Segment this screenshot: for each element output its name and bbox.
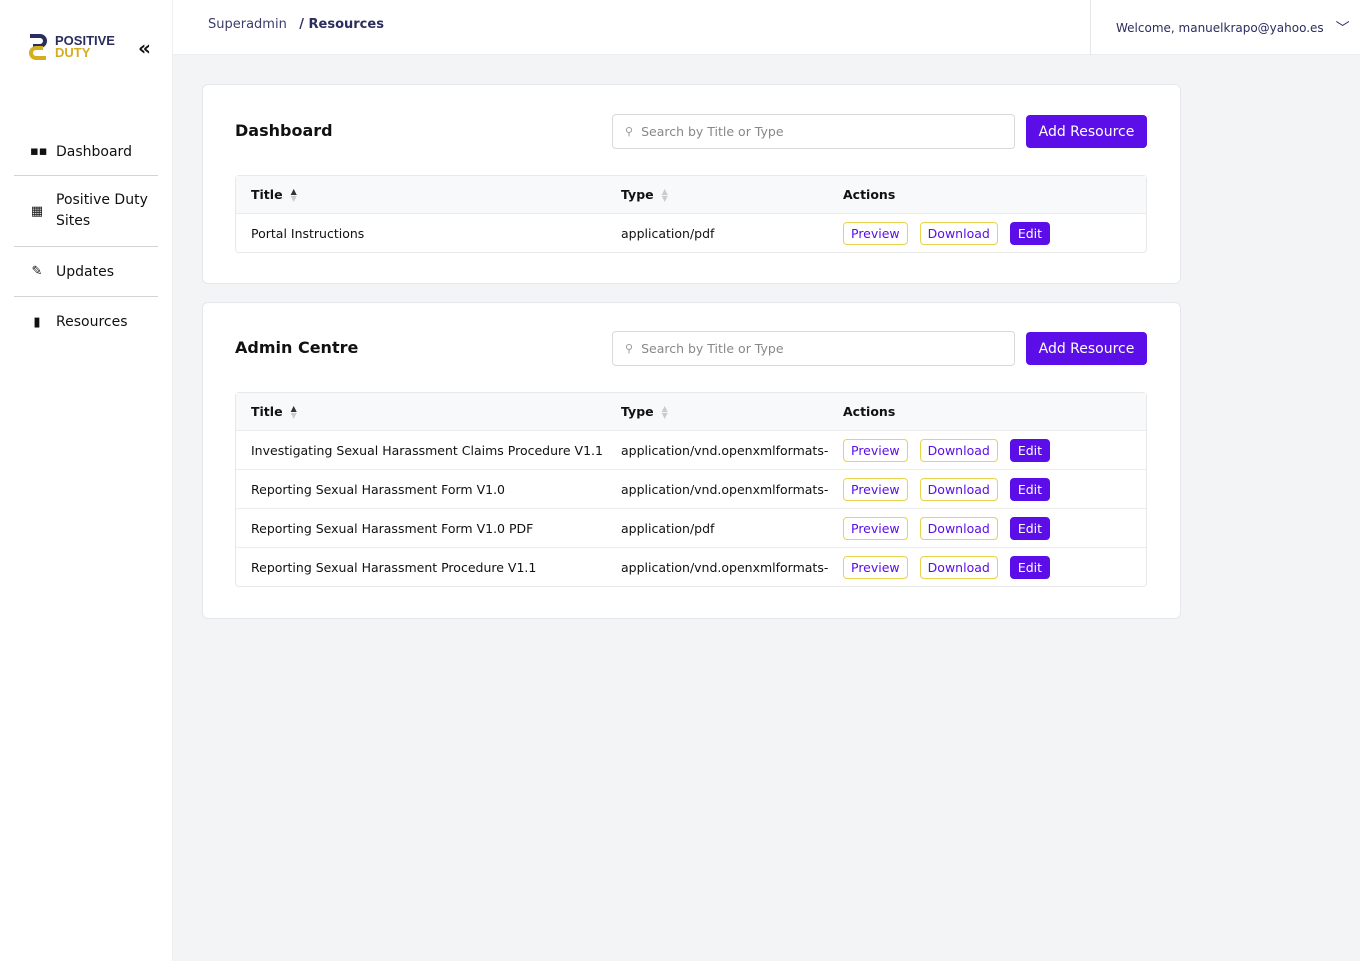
search-icon: ⚲ bbox=[625, 342, 634, 355]
logo-text-positive: POSITIVE bbox=[55, 33, 115, 48]
cell-title: Portal Instructions bbox=[251, 225, 365, 241]
section-title: Admin Centre bbox=[235, 338, 359, 357]
add-resource-button[interactable]: Add Resource bbox=[1026, 332, 1147, 365]
logo: POSITIVE DUTY bbox=[27, 33, 115, 61]
search-placeholder: Search by Title or Type bbox=[641, 124, 784, 139]
column-title[interactable]: Title ▲ ▼ bbox=[236, 404, 606, 420]
download-button[interactable]: Download bbox=[919, 516, 998, 540]
cell-type: application/vnd.openxmlformats-... bbox=[621, 559, 828, 575]
table-row: Reporting Sexual Harassment Procedure V1… bbox=[236, 547, 1146, 586]
sidebar-item-dashboard[interactable]: ▪▪ Dashboard bbox=[14, 128, 158, 176]
breadcrumb: Superadmin / Resources bbox=[208, 17, 384, 32]
cell-title: Reporting Sexual Harassment Form V1.0 bbox=[251, 481, 506, 497]
resources-table: Title ▲ ▼ Type ▲ ▼ Actions Investigating Sex… bbox=[235, 392, 1147, 587]
sidebar-item-positive-duty-sites[interactable]: ▦ Positive Duty Sites bbox=[14, 176, 158, 247]
cell-title: Reporting Sexual Harassment Procedure V1… bbox=[251, 559, 537, 575]
chevron-down-icon: ﹀ bbox=[1335, 20, 1350, 37]
sort-icon[interactable]: ▲ ▼ bbox=[661, 187, 668, 203]
table-row: Reporting Sexual Harassment Form V1.0 PD… bbox=[236, 508, 1146, 547]
sort-icon[interactable]: ▲ ▼ bbox=[290, 404, 297, 421]
sidebar-item-label: Dashboard bbox=[56, 143, 132, 160]
edit-button[interactable]: Edit bbox=[1009, 477, 1051, 501]
sidebar-nav: ▪▪ Dashboard ▦ Positive Duty Sites ✎ Update… bbox=[14, 128, 158, 347]
download-button[interactable]: Download bbox=[919, 477, 998, 501]
search-placeholder: Search by Title or Type bbox=[641, 341, 784, 356]
preview-button[interactable]: Preview bbox=[843, 477, 908, 501]
resources-table: Title ▲ ▼ Type ▲ ▼ Actions Portal Instructio… bbox=[235, 175, 1147, 253]
sidebar-item-label: Positive Duty Sites bbox=[56, 192, 148, 229]
section-title: Dashboard bbox=[235, 121, 333, 140]
breadcrumb-superadmin[interactable]: Superadmin bbox=[208, 17, 287, 32]
sidebar-item-label: Updates bbox=[56, 263, 114, 280]
column-type-label: Type bbox=[621, 186, 654, 202]
preview-button[interactable]: Preview bbox=[843, 555, 908, 579]
edit-button[interactable]: Edit bbox=[1009, 555, 1051, 579]
table-row: Reporting Sexual Harassment Form V1.0 ap… bbox=[236, 469, 1146, 508]
header: Superadmin / Resources Welcome, manuelkr… bbox=[173, 0, 1360, 55]
breadcrumb-resources: / Resources bbox=[299, 17, 384, 32]
logo-text-duty: DUTY bbox=[55, 45, 91, 60]
grid-icon: ▪▪ bbox=[30, 144, 48, 159]
search-input[interactable]: ⚲ Search by Title or Type bbox=[612, 114, 1015, 149]
download-button[interactable]: Download bbox=[919, 438, 998, 462]
preview-button[interactable]: Preview bbox=[843, 516, 908, 540]
column-actions: Actions bbox=[843, 404, 896, 419]
column-type[interactable]: Type ▲ ▼ bbox=[606, 404, 828, 420]
edit-button[interactable]: Edit bbox=[1009, 438, 1051, 462]
column-title-label: Title bbox=[251, 403, 283, 419]
column-actions: Actions bbox=[843, 187, 896, 202]
column-type[interactable]: Type ▲ ▼ bbox=[606, 187, 828, 203]
preview-button[interactable]: Preview bbox=[843, 438, 908, 462]
table-row: Investigating Sexual Harassment Claims P… bbox=[236, 430, 1146, 469]
sidebar-item-label: Resources bbox=[56, 314, 128, 330]
search-input[interactable]: ⚲ Search by Title or Type bbox=[612, 331, 1015, 366]
download-button[interactable]: Download bbox=[919, 221, 998, 245]
cell-title: Investigating Sexual Harassment Claims P… bbox=[251, 442, 603, 458]
document-icon: ▮ bbox=[33, 314, 41, 330]
sidebar-item-updates[interactable]: ✎ Updates bbox=[14, 247, 158, 297]
resource-section: Dashboard ⚲ Search by Title or Type Add R… bbox=[202, 84, 1181, 284]
add-resource-button[interactable]: Add Resource bbox=[1026, 115, 1147, 148]
cell-title: Reporting Sexual Harassment Form V1.0 PD… bbox=[251, 520, 534, 536]
sort-icon[interactable]: ▲ ▼ bbox=[661, 404, 668, 420]
download-button[interactable]: Download bbox=[919, 555, 998, 579]
sort-icon[interactable]: ▲ ▼ bbox=[290, 187, 297, 204]
logo-mark-icon bbox=[29, 34, 47, 60]
column-title[interactable]: Title ▲ ▼ bbox=[236, 187, 606, 203]
preview-button[interactable]: Preview bbox=[843, 221, 908, 245]
sidebar-item-resources[interactable]: ▮ Resources bbox=[14, 297, 158, 347]
search-icon: ⚲ bbox=[625, 125, 634, 138]
edit-button[interactable]: Edit bbox=[1009, 221, 1051, 245]
edit-button[interactable]: Edit bbox=[1009, 516, 1051, 540]
cell-type: application/pdf bbox=[621, 520, 715, 536]
cell-type: application/vnd.openxmlformats-... bbox=[621, 442, 828, 458]
sidebar: POSITIVE DUTY « ▪▪ Dashboard ▦ Positive Dut… bbox=[0, 0, 173, 961]
building-icon: ▦ bbox=[30, 203, 44, 219]
cell-type: application/vnd.openxmlformats-... bbox=[621, 481, 828, 497]
welcome-text: Welcome, manuelkrapo@yahoo.es bbox=[1116, 20, 1324, 35]
table-header: Title ▲ ▼ Type ▲ ▼ Actions bbox=[236, 176, 1146, 213]
resource-section: Admin Centre ⚲ Search by Title or Type Ad… bbox=[202, 302, 1181, 619]
table-row: Portal Instructions application/pdf Prev… bbox=[236, 213, 1146, 252]
table-header: Title ▲ ▼ Type ▲ ▼ Actions bbox=[236, 393, 1146, 430]
collapse-sidebar-icon[interactable]: « bbox=[138, 36, 151, 60]
column-title-label: Title bbox=[251, 186, 283, 202]
column-type-label: Type bbox=[621, 403, 654, 419]
edit-icon: ✎ bbox=[31, 264, 43, 279]
cell-type: application/pdf bbox=[621, 225, 715, 241]
user-menu[interactable]: Welcome, manuelkrapo@yahoo.es ﹀ bbox=[1090, 0, 1360, 55]
